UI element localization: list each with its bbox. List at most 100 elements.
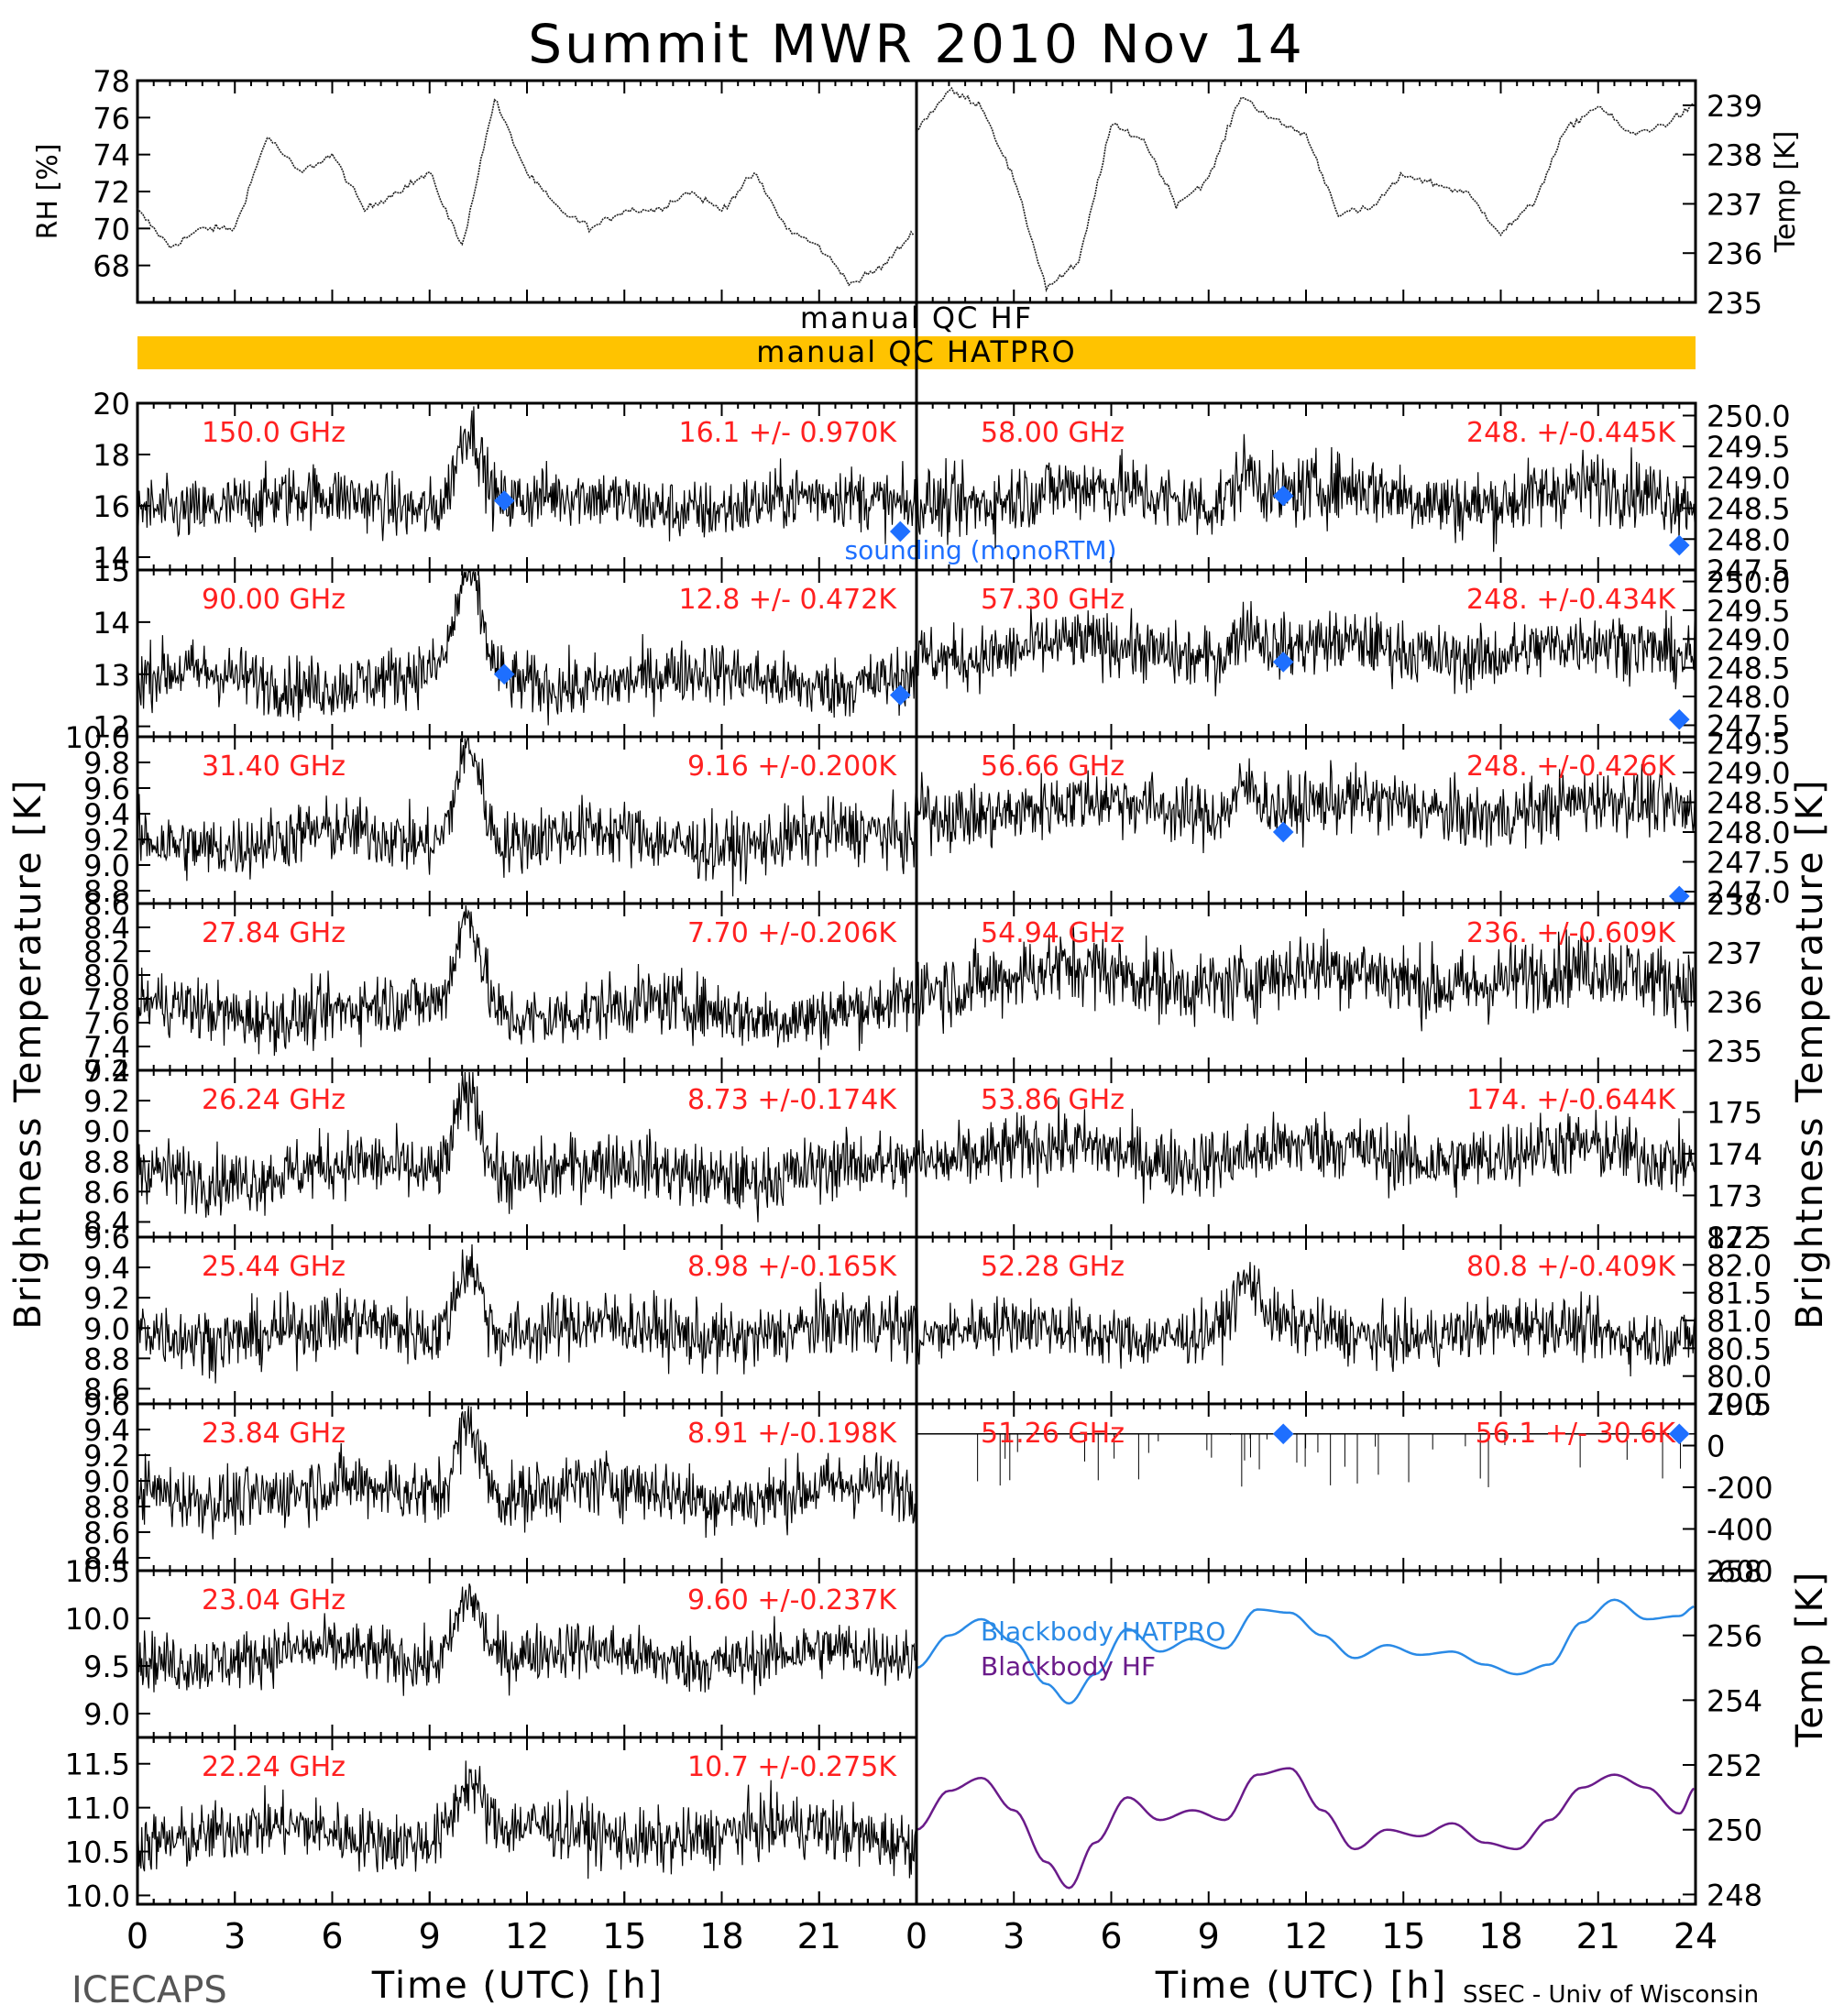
- temp-ylabel: Temp [K]: [1770, 131, 1802, 254]
- x-tick-label: 18: [699, 1916, 743, 1956]
- y-tick-label: 9.0: [83, 1697, 130, 1732]
- y-tick-label: 0: [1707, 1430, 1725, 1464]
- stat-label-90: 12.8 +/- 0.472K: [679, 584, 898, 616]
- y-tick-label: -600: [1707, 1554, 1773, 1589]
- x-tick-label: 24: [1674, 1916, 1718, 1956]
- y-tick-label: 81.0: [1707, 1304, 1772, 1339]
- freq-label-5386: 53.86 GHz: [981, 1084, 1125, 1116]
- series-2224: [137, 1760, 917, 1879]
- y-tick-label: 8.8: [83, 1490, 130, 1525]
- y-tick-label: 247.5: [1707, 553, 1791, 588]
- x-tick-label: 9: [1198, 1916, 1220, 1956]
- series-2784: [137, 904, 917, 1057]
- y-tick-label: 70: [93, 212, 130, 247]
- y-tick-label: 68: [93, 249, 130, 284]
- y-tick-label: 249.5: [1707, 430, 1791, 465]
- y-tick-label: 237: [1707, 937, 1762, 971]
- sounding-marker: [1272, 485, 1294, 507]
- x-tick-label: 15: [1381, 1916, 1425, 1956]
- left-ylabel: Brightness Temperature [K]: [7, 778, 49, 1329]
- freq-label-2784: 27.84 GHz: [202, 917, 346, 949]
- sounding-marker: [493, 490, 515, 511]
- chart-title: Summit MWR 2010 Nov 14: [528, 13, 1304, 75]
- freq-label-90: 90.00 GHz: [202, 584, 346, 616]
- blackbody-line-1: [916, 1767, 1696, 1890]
- y-tick-label: 248.5: [1707, 652, 1791, 686]
- y-tick-label: 9.4: [83, 797, 130, 832]
- y-tick-label: 8.2: [83, 935, 130, 970]
- y-tick-label: 252: [1707, 1748, 1762, 1783]
- y-tick-label: 11.0: [65, 1791, 130, 1826]
- y-tick-label: 248.0: [1707, 680, 1791, 715]
- y-tick-label: 248: [1707, 1878, 1762, 1912]
- y-tick-label: 249.5: [1707, 594, 1791, 629]
- y-tick-label: 250.0: [1707, 565, 1791, 600]
- blackbody-line-0: [916, 1598, 1695, 1705]
- y-tick-label: 249.0: [1707, 461, 1791, 496]
- freq-label-2224: 22.24 GHz: [202, 1751, 346, 1783]
- footer-left: ICECAPS: [71, 1969, 227, 2011]
- y-tick-label: 236: [1707, 985, 1762, 1020]
- y-tick-label: 247.0: [1707, 875, 1791, 910]
- y-tick-label: 82.0: [1707, 1248, 1772, 1283]
- xlabel-left: Time (UTC) [h]: [371, 1965, 664, 2007]
- y-tick-label: 10.0: [65, 720, 130, 755]
- y-tick-label: 8.8: [83, 874, 130, 909]
- stat-label-2784: 7.70 +/-0.206K: [687, 917, 897, 949]
- y-tick-label: 8.6: [83, 1175, 130, 1210]
- blackbody-legend-0: Blackbody HATPRO: [981, 1616, 1225, 1647]
- y-tick-label: 81.5: [1707, 1276, 1772, 1311]
- y-tick-label: 9.6: [83, 1221, 130, 1255]
- x-tick-label: 12: [1284, 1916, 1328, 1956]
- y-tick-label: 9.0: [83, 1464, 130, 1499]
- freq-label-5228: 52.28 GHz: [981, 1251, 1125, 1283]
- y-tick-label: 7.6: [83, 1006, 130, 1041]
- y-tick-label: 247.5: [1707, 708, 1791, 743]
- y-tick-label: 239: [1707, 89, 1762, 124]
- y-tick-label: 10.0: [65, 1602, 130, 1637]
- y-tick-label: 9.8: [83, 746, 130, 781]
- sounding-marker: [1668, 885, 1690, 907]
- x-tick-label: 21: [797, 1916, 841, 1956]
- y-tick-label: 248.5: [1707, 492, 1791, 527]
- y-tick-label: 80.0: [1707, 1360, 1772, 1395]
- x-tick-label: 3: [1003, 1916, 1025, 1956]
- y-tick-label: 248.0: [1707, 816, 1791, 850]
- sounding-marker: [1272, 1423, 1294, 1445]
- sounding-marker: [1272, 821, 1294, 843]
- y-tick-label: 15: [93, 553, 130, 588]
- series-150: [137, 406, 917, 544]
- series-90: [137, 570, 917, 726]
- y-tick-label: 76: [93, 101, 130, 136]
- y-tick-label: 172: [1707, 1221, 1762, 1255]
- stat-label-5228: 80.8 +/-0.409K: [1466, 1251, 1676, 1283]
- series-2304: [137, 1583, 917, 1696]
- y-tick-label: 10.5: [65, 1835, 130, 1870]
- y-tick-label: 82.5: [1707, 1221, 1772, 1255]
- stat-label-150: 16.1 +/- 0.970K: [679, 417, 898, 449]
- stat-label-5126: 56.1 +/- 30.6K: [1476, 1418, 1677, 1450]
- series-2624: [137, 1071, 917, 1222]
- y-tick-label: 9.0: [83, 1311, 130, 1346]
- series-5494: [916, 925, 1696, 1035]
- series-2384: [137, 1405, 917, 1539]
- y-tick-label: 236: [1707, 236, 1762, 271]
- y-tick-label: 8.0: [83, 959, 130, 993]
- y-tick-label: -400: [1707, 1513, 1773, 1548]
- y-tick-label: 8.6: [83, 1372, 130, 1407]
- rh-ylabel: RH [%]: [32, 144, 64, 240]
- y-tick-label: 237: [1707, 187, 1762, 222]
- stat-label-5386: 174. +/-0.644K: [1466, 1084, 1676, 1116]
- y-tick-label: 248.5: [1707, 786, 1791, 821]
- freq-label-2384: 23.84 GHz: [202, 1418, 346, 1450]
- freq-label-5126: 51.26 GHz: [981, 1418, 1125, 1450]
- y-tick-label: 11.5: [65, 1748, 130, 1782]
- y-tick-label: 8.8: [83, 1342, 130, 1376]
- y-tick-label: 249.0: [1707, 622, 1791, 657]
- y-tick-label: 247.5: [1707, 846, 1791, 881]
- x-tick-label: 9: [419, 1916, 441, 1956]
- freq-label-150: 150.0 GHz: [202, 417, 346, 449]
- y-tick-label: 16: [93, 489, 130, 524]
- y-tick-label: 175: [1707, 1096, 1762, 1131]
